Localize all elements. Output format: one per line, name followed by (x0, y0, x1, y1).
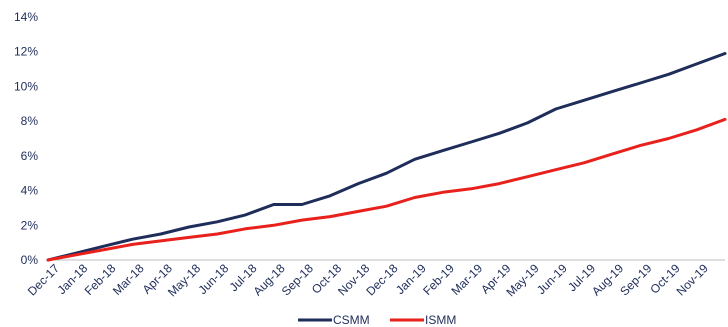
y-axis: 0% 2% 4% 6% 8% 10% 12% 14% (14, 10, 38, 267)
x-tick-label: Sep-18 (279, 261, 316, 298)
y-tick-label: 12% (14, 45, 38, 59)
y-tick-label: 8% (21, 114, 39, 128)
legend-label-ismm: ISMM (425, 313, 456, 327)
x-tick-label: Dec-18 (363, 261, 400, 298)
y-tick-label: 10% (14, 79, 38, 93)
series-layer (46, 52, 727, 262)
series-line-ismm (46, 117, 727, 262)
x-tick-label: Jun-19 (534, 261, 570, 297)
x-tick-label: May-18 (165, 261, 203, 299)
x-tick-label: May-19 (503, 261, 541, 299)
series-line-csmm (46, 52, 727, 262)
y-tick-label: 6% (21, 149, 39, 163)
x-axis: Dec-17Jan-18Feb-18Mar-18Apr-18May-18Jun-… (25, 259, 725, 299)
y-tick-label: 4% (21, 184, 39, 198)
x-tick-label: Mar-19 (448, 261, 485, 298)
legend-label-csmm: CSMM (333, 313, 370, 327)
y-tick-label: 0% (21, 253, 39, 267)
x-tick-label: Mar-18 (110, 261, 147, 298)
y-tick-label: 14% (14, 10, 38, 24)
x-tick-label: Sep-19 (617, 261, 654, 298)
x-tick-label: Nov-19 (674, 261, 711, 298)
legend: CSMM ISMM (298, 313, 456, 327)
y-tick-label: 2% (21, 218, 39, 232)
x-tick-label: Jun-18 (196, 261, 232, 297)
